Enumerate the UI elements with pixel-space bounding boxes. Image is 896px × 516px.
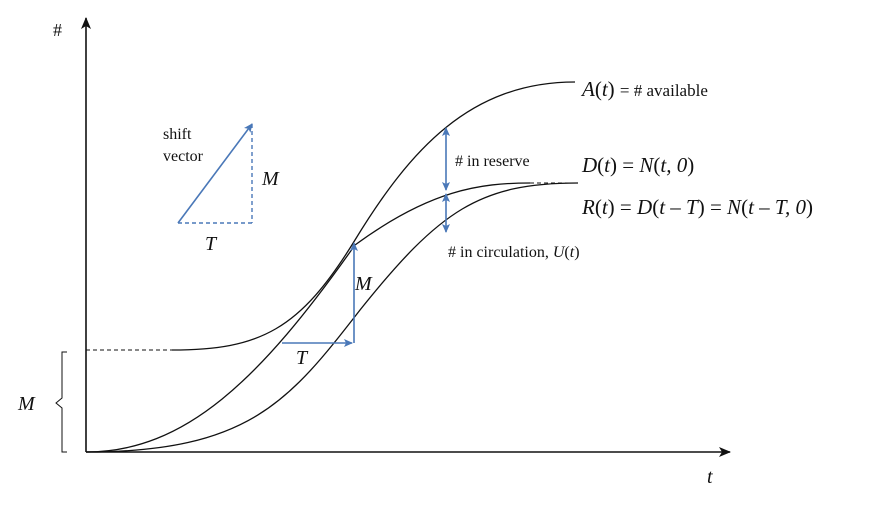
returns-curve-label: R(t) = D(t – T) = N(t – T, 0) xyxy=(581,195,813,219)
returns-curve xyxy=(86,183,578,452)
shift-vector-title-line2: vector xyxy=(163,148,204,165)
offset-label: M xyxy=(17,393,36,415)
available-curve-label: A(t) = # available xyxy=(580,77,708,101)
shift-m-label: M xyxy=(354,273,373,295)
demand-curve xyxy=(86,183,530,452)
in-reserve-label: # in reserve xyxy=(455,153,530,170)
in-circulation-label: # in circulation, U(t) xyxy=(448,244,580,261)
offset-brace xyxy=(56,352,67,452)
shift-t-label: T xyxy=(296,347,309,369)
shift-vector-title-line1: shift xyxy=(163,126,192,143)
demand-curve-label: D(t) = N(t, 0) xyxy=(581,153,694,177)
x-axis-label: t xyxy=(707,466,713,488)
available-curve xyxy=(172,82,575,350)
shift-vector-t-label: T xyxy=(205,233,218,255)
y-axis-label: # xyxy=(53,20,62,40)
shift-vector-m-label: M xyxy=(261,168,280,190)
